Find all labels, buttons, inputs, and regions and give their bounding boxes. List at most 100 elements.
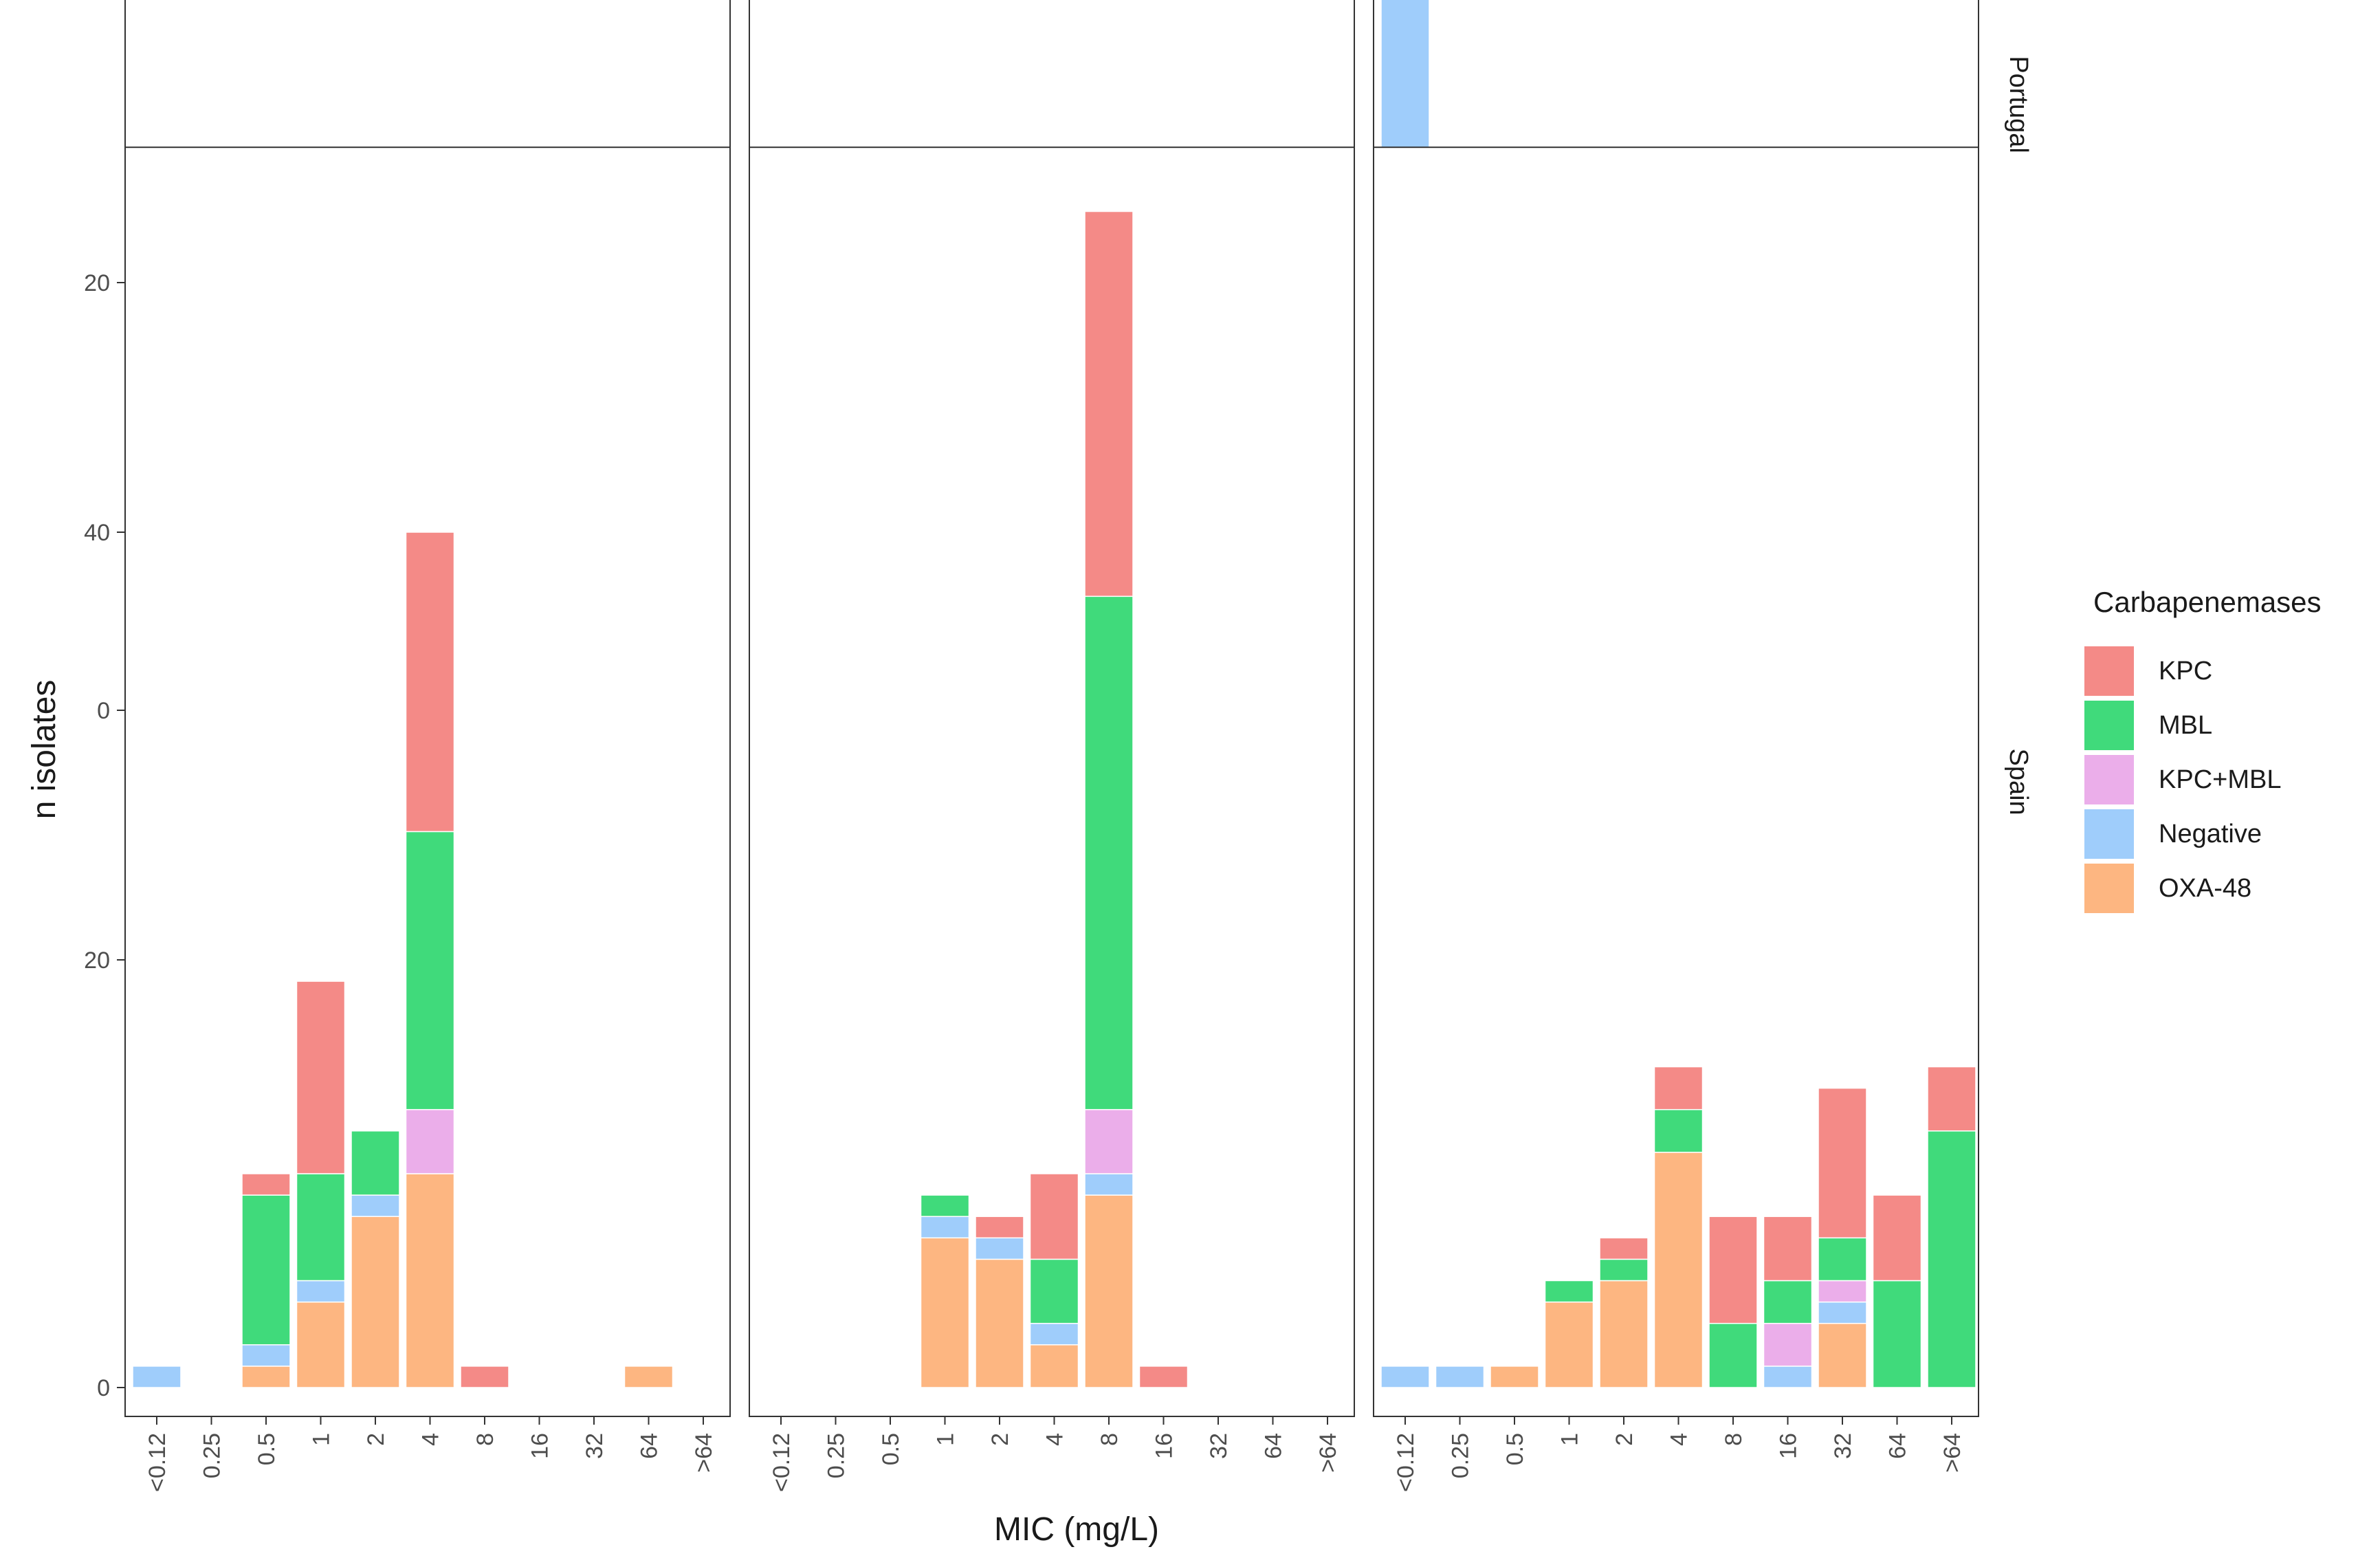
- x-tick-label: 64: [1261, 1433, 1287, 1459]
- y-tick-label: 40: [84, 520, 110, 546]
- bar-segment-kpc: [1927, 1066, 1976, 1132]
- bar-segment-oxa-48: [1653, 1152, 1704, 1388]
- bar-segment-oxa-48: [1544, 1301, 1594, 1388]
- x-tick-label: 4: [1042, 1433, 1068, 1446]
- bar-segment-negative: [1763, 1366, 1813, 1388]
- bar-segment-negative: [1029, 1322, 1079, 1346]
- bar-segment-mbl: [1927, 1130, 1976, 1388]
- bar-segment-oxa-48: [1029, 1344, 1079, 1388]
- x-tick-label: 16: [527, 1433, 553, 1459]
- bar-segment-oxa-48: [975, 1258, 1024, 1388]
- bar-segment-mbl: [920, 1194, 970, 1217]
- x-tick-label: 2: [1611, 1433, 1638, 1446]
- x-tick-label: 16: [1776, 1433, 1802, 1459]
- x-tick-label: 8: [1721, 1433, 1747, 1446]
- bar-segment-negative: [1435, 1366, 1485, 1388]
- legend-swatch-kpc-mbl: [2084, 755, 2134, 804]
- legend-label-kpc: KPC: [2159, 657, 2212, 686]
- bar-segment-mbl: [1653, 1108, 1704, 1153]
- bar-segment-mbl: [241, 1194, 291, 1346]
- legend-swatch-oxa-48: [2084, 864, 2134, 913]
- bar-segment-oxa-48: [1084, 1194, 1134, 1388]
- legend-label-negative: Negative: [2159, 820, 2262, 848]
- x-tick-label: 32: [1830, 1433, 1856, 1459]
- y-axis-title: n isolates: [26, 680, 63, 820]
- x-tick-label: 4: [418, 1433, 444, 1446]
- bar-segment-kpc-mbl: [1084, 1108, 1134, 1174]
- bar-segment-negative: [241, 1344, 291, 1367]
- legend-swatch-kpc: [2084, 646, 2134, 696]
- bar-segment-kpc: [1818, 1087, 1867, 1239]
- x-tick-label: <0.12: [1393, 1433, 1419, 1492]
- bar-segment-kpc-mbl: [405, 1108, 455, 1174]
- bar-segment-negative: [351, 1194, 400, 1217]
- bar-segment-oxa-48: [1818, 1322, 1867, 1388]
- bar-segment-mbl: [1544, 1280, 1594, 1303]
- bar-segment-oxa-48: [351, 1216, 400, 1388]
- x-tick-label: 2: [363, 1433, 389, 1446]
- x-tick-label: 8: [472, 1433, 498, 1446]
- bar-segment-negative: [920, 1216, 970, 1239]
- bar-segment-negative: [1380, 1366, 1430, 1388]
- bar-segment-kpc: [405, 532, 455, 833]
- bar-segment-mbl: [1708, 1322, 1758, 1388]
- bar-segment-kpc: [296, 980, 346, 1174]
- legend-title: Carbapenemases: [2093, 586, 2322, 618]
- x-tick-label: 1: [309, 1433, 335, 1446]
- bar-segment-oxa-48: [1599, 1280, 1649, 1388]
- bar-segment-mbl: [1084, 595, 1134, 1110]
- bar-segment-oxa-48: [241, 1366, 291, 1388]
- x-tick-label: <0.12: [769, 1433, 795, 1492]
- bar-segment-kpc: [1029, 1173, 1079, 1260]
- bar-segment-mbl: [1763, 1280, 1813, 1324]
- x-tick-label: 2: [987, 1433, 1013, 1446]
- x-tick-label: 0.25: [199, 1433, 225, 1478]
- x-tick-label: 0.5: [1502, 1433, 1528, 1465]
- y-tick-label: 0: [97, 698, 110, 724]
- bar-segment-mbl: [1599, 1258, 1649, 1282]
- x-tick-label: 1: [933, 1433, 959, 1446]
- bar-segment-kpc: [1763, 1216, 1813, 1282]
- bar-segment-mbl: [405, 831, 455, 1110]
- bar-segment-mbl: [351, 1130, 400, 1196]
- legend-swatch-mbl: [2084, 701, 2134, 750]
- legend-label-mbl: MBL: [2159, 711, 2212, 740]
- legend-label-kpc-mbl: KPC+MBL: [2159, 765, 2281, 794]
- bar-segment-kpc: [1708, 1216, 1758, 1324]
- bar-segment-negative: [975, 1237, 1024, 1260]
- bar-segment-mbl: [1872, 1280, 1922, 1388]
- x-tick-label: 0.5: [254, 1433, 280, 1465]
- bar-segment-oxa-48: [1490, 1366, 1539, 1388]
- x-tick-label: >64: [1939, 1433, 1965, 1473]
- x-tick-label: >64: [691, 1433, 717, 1473]
- bar-segment-negative: [296, 1280, 346, 1303]
- x-tick-label: 1: [1557, 1433, 1583, 1446]
- bar-segment-kpc: [1653, 1066, 1704, 1110]
- x-tick-label: 32: [582, 1433, 608, 1459]
- bar-segment-oxa-48: [624, 1366, 674, 1388]
- x-tick-label: 32: [1206, 1433, 1232, 1459]
- legend-label-oxa-48: OXA-48: [2159, 874, 2251, 903]
- x-tick-label: <0.12: [144, 1433, 170, 1492]
- bar-segment-negative: [1084, 1173, 1134, 1196]
- y-tick-label: 20: [84, 947, 110, 974]
- bar-segment-oxa-48: [920, 1237, 970, 1388]
- x-tick-label: 4: [1666, 1433, 1693, 1446]
- bar-segment-mbl: [1029, 1258, 1079, 1324]
- bar-segment-kpc: [1599, 1237, 1649, 1260]
- bar-segment-negative: [1818, 1301, 1867, 1324]
- bar-segment-kpc: [1872, 1194, 1922, 1282]
- x-tick-label: >64: [1315, 1433, 1341, 1473]
- bar-segment-negative: [132, 1366, 181, 1388]
- bar-segment-kpc-mbl: [1818, 1280, 1867, 1303]
- legend-swatch-negative: [2084, 809, 2134, 859]
- bar-segment-kpc: [1084, 210, 1134, 598]
- x-tick-label: 0.25: [1448, 1433, 1474, 1478]
- y-tick-label: 0: [97, 1375, 110, 1401]
- bar-segment-kpc-mbl: [1763, 1322, 1813, 1367]
- bar-segment-kpc: [975, 1216, 1024, 1239]
- x-tick-label: 64: [637, 1433, 663, 1459]
- y-tick-label: 20: [84, 270, 110, 296]
